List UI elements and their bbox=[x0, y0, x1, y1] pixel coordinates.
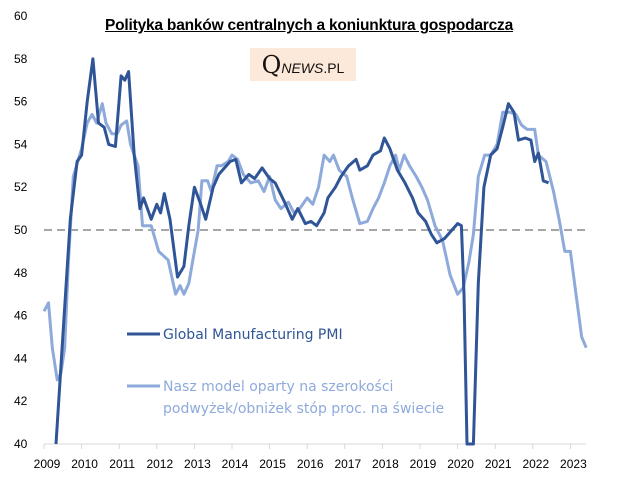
x-tick-label: 2010 bbox=[71, 457, 98, 471]
legend-label-pmi: Global Manufacturing PMI bbox=[163, 327, 343, 343]
y-tick-label: 56 bbox=[14, 95, 28, 109]
x-tick-label: 2023 bbox=[560, 457, 587, 471]
y-tick-label: 50 bbox=[14, 223, 28, 237]
x-tick-label: 2011 bbox=[109, 457, 135, 471]
x-tick-label: 2021 bbox=[485, 457, 512, 471]
y-tick-label: 40 bbox=[14, 437, 28, 451]
chart-title: Polityka banków centralnych a koniunktur… bbox=[104, 17, 513, 34]
x-tick-label: 2017 bbox=[334, 457, 361, 471]
logo-suffix: .PL bbox=[323, 59, 345, 76]
x-tick-label: 2012 bbox=[146, 457, 173, 471]
x-tick-label: 2020 bbox=[447, 457, 474, 471]
logo-news: NEWS bbox=[281, 59, 324, 76]
legend: Global Manufacturing PMI Nasz model opar… bbox=[127, 327, 444, 417]
x-tick-label: 2009 bbox=[34, 457, 61, 471]
legend-label-model-line1: Nasz model oparty na szerokości bbox=[163, 379, 393, 395]
x-tick-label: 2018 bbox=[372, 457, 399, 471]
x-tick-label: 2014 bbox=[222, 457, 249, 471]
x-tick-label: 2019 bbox=[410, 457, 437, 471]
logo-text: NEWS.PL bbox=[281, 60, 344, 76]
x-tick-label: 2016 bbox=[297, 457, 324, 471]
y-tick-label: 44 bbox=[14, 351, 28, 365]
y-tick-label: 52 bbox=[14, 180, 28, 194]
x-tick-label: 2013 bbox=[184, 457, 211, 471]
qnews-logo: Q NEWS.PL bbox=[250, 48, 356, 81]
x-axis: 2009 2010 2011 2012 2013 2014 2015 2016 2017 2018… bbox=[34, 443, 587, 471]
logo-q: Q bbox=[261, 50, 282, 79]
y-tick-label: 60 bbox=[14, 9, 28, 23]
series-group bbox=[42, 57, 588, 446]
y-axis: 40 42 44 46 48 50 52 54 56 58 60 bbox=[14, 9, 28, 451]
y-tick-label: 48 bbox=[14, 266, 28, 280]
y-tick-label: 46 bbox=[14, 309, 28, 323]
y-tick-label: 42 bbox=[14, 394, 28, 408]
legend-label-model-line2: podwyżek/obniżek stóp proc. na świecie bbox=[163, 401, 444, 417]
x-tick-label: 2015 bbox=[259, 457, 286, 471]
y-tick-label: 54 bbox=[14, 137, 28, 151]
x-tick-label: 2022 bbox=[522, 457, 549, 471]
y-tick-label: 58 bbox=[14, 52, 28, 66]
